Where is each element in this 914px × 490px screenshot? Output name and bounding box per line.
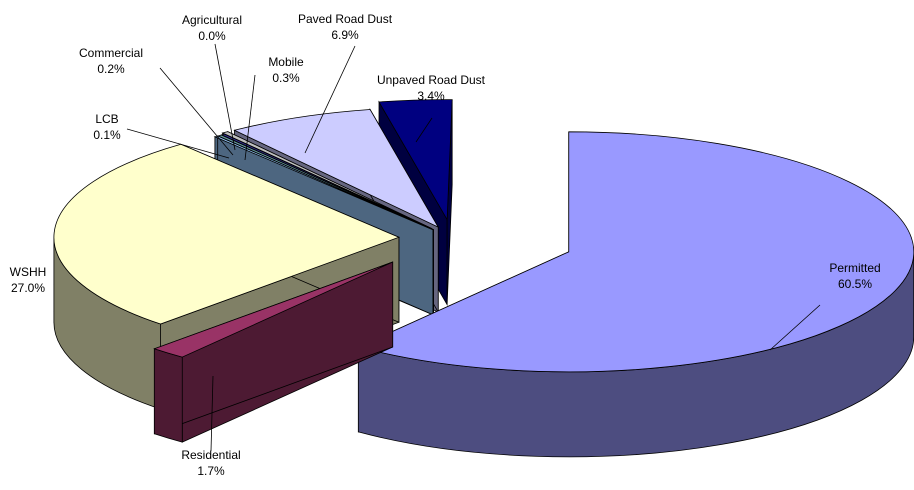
leader-line-permitted [769, 304, 821, 351]
slice-label-name: Permitted [829, 261, 880, 275]
leader-line-mobile [244, 74, 256, 161]
pie-slice-top [221, 131, 432, 229]
slice-label-name: Mobile [268, 55, 304, 69]
slice-label-name: Paved Road Dust [298, 12, 393, 26]
pie-slice-top [378, 99, 453, 221]
slice-label-value: 0.3% [272, 71, 300, 85]
leader-line-paved-road-dust [304, 45, 356, 154]
pie-slice-top [233, 109, 440, 229]
slice-label-name: Residential [181, 448, 240, 462]
pie-slice-top [357, 131, 914, 373]
leader-line-residential [210, 375, 214, 452]
slice-label-name: Commercial [79, 46, 143, 60]
slice-label-value: 60.5% [838, 277, 872, 291]
slice-label-name: WSHH [10, 265, 47, 279]
slice-label-name: Agricultural [182, 13, 242, 27]
slice-label-value: 6.9% [331, 28, 359, 42]
slice-label-name: LCB [95, 112, 118, 126]
slice-label-value: 0.0% [198, 29, 226, 43]
pie-slice-side [153, 348, 183, 443]
leader-line-agricultural [214, 43, 236, 151]
pie-slice-top [53, 143, 400, 325]
slice-label-value: 1.7% [197, 464, 225, 478]
slice-label-name: Unpaved Road Dust [377, 73, 486, 87]
slice-label-value: 0.2% [97, 62, 125, 76]
leader-line-unpaved-road-dust [415, 117, 433, 143]
pie-slice-top [153, 261, 393, 358]
pie-slice-top [213, 135, 434, 231]
pie-slice-residential [153, 261, 394, 443]
slice-label-value: 0.1% [93, 128, 121, 142]
slice-label-value: 3.4% [417, 89, 445, 103]
slice-label-value: 27.0% [11, 281, 45, 295]
pie-slice-permitted [357, 131, 914, 458]
leader-line-commercial [159, 67, 234, 156]
leader-line-lcb [126, 128, 230, 159]
